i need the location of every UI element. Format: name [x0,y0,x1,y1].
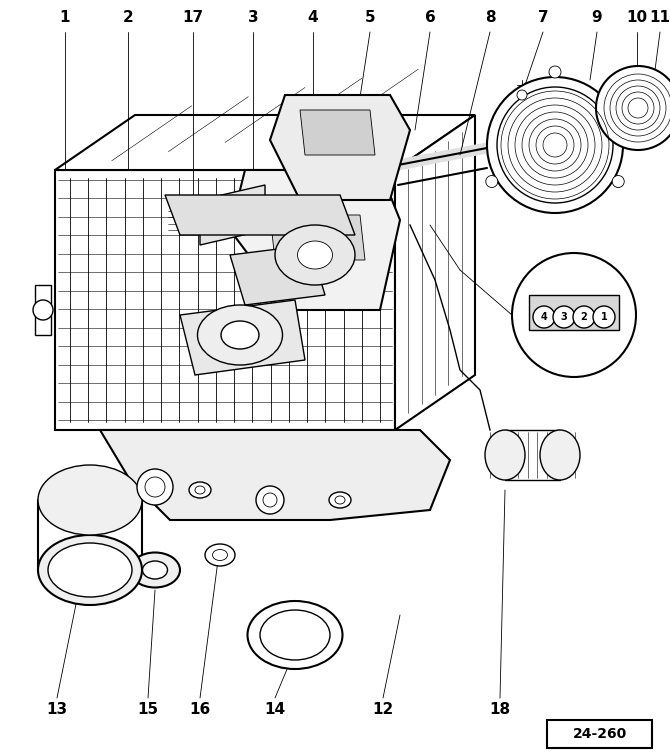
Text: 14: 14 [265,702,285,717]
Text: 10: 10 [626,11,648,26]
Ellipse shape [38,465,142,535]
Polygon shape [200,185,265,245]
Ellipse shape [195,486,205,494]
Text: 1: 1 [60,11,70,26]
Ellipse shape [335,496,345,504]
Polygon shape [55,115,475,170]
Text: 7: 7 [538,11,548,26]
Circle shape [512,253,636,377]
Polygon shape [165,195,355,235]
Text: 1: 1 [600,312,608,322]
Ellipse shape [485,430,525,480]
Circle shape [596,66,670,150]
Ellipse shape [329,492,351,508]
Ellipse shape [130,553,180,587]
Polygon shape [230,245,325,305]
Circle shape [517,90,527,100]
Polygon shape [270,95,410,200]
Ellipse shape [247,601,342,669]
Circle shape [145,477,165,497]
Polygon shape [100,430,450,520]
Text: 4: 4 [308,11,318,26]
Text: 15: 15 [137,702,159,717]
Ellipse shape [540,430,580,480]
Text: 6: 6 [425,11,436,26]
Text: 8: 8 [484,11,495,26]
Ellipse shape [297,241,332,269]
Circle shape [497,87,613,203]
Ellipse shape [275,225,355,285]
Polygon shape [270,215,365,260]
Bar [547,720,652,748]
Circle shape [487,77,623,213]
Circle shape [263,493,277,507]
Circle shape [593,306,615,328]
Ellipse shape [208,203,243,233]
Text: 16: 16 [190,702,210,717]
Ellipse shape [198,305,283,365]
Polygon shape [230,170,400,310]
Ellipse shape [212,550,228,560]
Bar [529,295,619,330]
Ellipse shape [205,544,235,566]
Text: 13: 13 [46,702,68,717]
Circle shape [553,306,575,328]
Text: 5: 5 [364,11,375,26]
Polygon shape [180,300,305,375]
Text: 9: 9 [592,11,602,26]
Circle shape [137,469,173,505]
Circle shape [533,306,555,328]
Ellipse shape [260,610,330,660]
Text: 12: 12 [373,702,394,717]
Ellipse shape [38,535,142,605]
Circle shape [486,175,498,187]
Text: 4: 4 [541,312,547,322]
Circle shape [549,66,561,78]
Ellipse shape [189,482,211,498]
Circle shape [33,300,53,320]
Circle shape [256,486,284,514]
Circle shape [573,306,595,328]
Ellipse shape [48,543,132,597]
Text: 24-260: 24-260 [572,727,626,741]
Ellipse shape [143,561,168,579]
Text: 2: 2 [123,11,133,26]
Bar [35,285,51,335]
Polygon shape [395,115,475,430]
Text: 3: 3 [248,11,259,26]
Text: 17: 17 [182,11,204,26]
Text: 3: 3 [561,312,567,322]
Polygon shape [300,110,375,155]
Text: 11: 11 [649,11,670,26]
Ellipse shape [221,321,259,349]
Text: 18: 18 [490,702,511,717]
Text: 2: 2 [581,312,588,322]
Polygon shape [55,170,395,430]
Circle shape [612,175,624,187]
